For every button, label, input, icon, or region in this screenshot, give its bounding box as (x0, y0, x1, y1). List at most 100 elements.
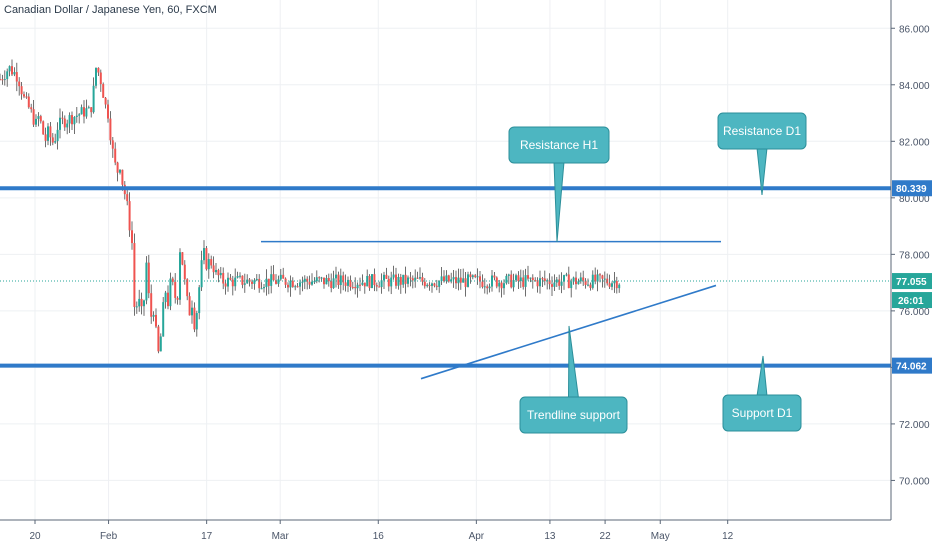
candle-body (570, 281, 573, 289)
candle-body (239, 275, 241, 277)
candle-body (174, 281, 177, 298)
candle-body (47, 126, 49, 141)
candle-body (459, 277, 462, 283)
candle-body (164, 292, 167, 303)
candle-body (155, 314, 157, 327)
candle-body (258, 278, 261, 289)
candle-body (66, 123, 69, 128)
candle-body (543, 278, 546, 282)
candle-body (515, 275, 517, 281)
candle-body (445, 275, 448, 282)
chart-title: Canadian Dollar / Japanese Yen, 60, FXCM (4, 4, 217, 16)
candle-body (133, 243, 136, 307)
candle-body (474, 275, 477, 277)
candle-body (587, 284, 589, 286)
callout-resistance-d1-box[interactable] (717, 112, 807, 150)
candle-body (512, 280, 515, 288)
candle-body (347, 279, 349, 286)
candle-body (37, 116, 40, 119)
candle-body (433, 283, 436, 286)
candle-body (227, 277, 229, 287)
candle-body (611, 283, 613, 287)
x-tick-label: Apr (469, 531, 485, 542)
candle-body (555, 279, 558, 283)
candle-body (596, 274, 599, 282)
candle-body (558, 279, 561, 286)
drawn-lines (0, 186, 891, 380)
x-tick-label: 20 (29, 531, 41, 542)
candle-body (284, 278, 287, 285)
candle-body (548, 280, 551, 285)
callout-resistance-h1-box[interactable] (508, 126, 610, 164)
callout-trendline-support-box[interactable] (519, 396, 628, 434)
candle-body (320, 277, 323, 279)
candle-body (116, 162, 119, 173)
level-badge (892, 180, 932, 197)
candle-body (75, 115, 78, 117)
x-tick-label: Feb (100, 531, 118, 542)
candle-body (351, 286, 354, 288)
candle-body (61, 117, 64, 119)
candle-body (114, 148, 117, 163)
candle-body (95, 67, 97, 86)
candle-body (8, 66, 11, 72)
candle-body (59, 117, 61, 130)
candle-body (277, 279, 280, 284)
candle-body (589, 284, 592, 288)
candle-body (54, 141, 57, 143)
candle-body (162, 302, 165, 337)
candle-body (519, 277, 522, 282)
callout-resistance-d1-label: Resistance D1 (723, 124, 801, 138)
candle-body (126, 194, 129, 202)
candle-body (3, 79, 6, 81)
candle-body (49, 126, 52, 138)
candle-body (366, 275, 369, 287)
callout-trendline-support-label: Trendline support (527, 408, 621, 422)
candle-body (279, 274, 282, 280)
candle-body (87, 107, 90, 109)
candle-body (11, 66, 13, 75)
candle-body (565, 274, 568, 276)
candle-body (188, 296, 191, 316)
candle-body (85, 108, 88, 117)
candle-body (402, 274, 405, 285)
candle-body (414, 277, 417, 281)
candle-body (563, 275, 565, 282)
x-tick-label: 12 (722, 531, 734, 542)
candle-body (90, 107, 93, 113)
candle-body (111, 140, 114, 149)
candle-body (603, 278, 606, 280)
candle-body (246, 279, 249, 284)
candle-body (272, 274, 275, 281)
candle-body (42, 121, 45, 135)
candle-body (145, 262, 148, 301)
grid (0, 0, 891, 520)
candle-body (121, 169, 124, 185)
candle-body (303, 278, 306, 282)
x-tick-label: 17 (201, 531, 213, 542)
x-tick-label: 22 (600, 531, 612, 542)
candle-body (263, 287, 265, 289)
candle-body (200, 260, 203, 288)
candle-body (387, 278, 390, 287)
candle-body (294, 286, 297, 288)
candle-body (234, 277, 237, 287)
candle-body (1, 79, 4, 81)
candle-body (97, 67, 100, 73)
candle-body (308, 281, 311, 285)
candle-body (495, 277, 498, 287)
candle-body (527, 275, 529, 279)
candle-body (599, 274, 601, 276)
candle-body (342, 275, 345, 283)
candle-body (191, 307, 193, 316)
callout-support-d1-box[interactable] (722, 394, 802, 432)
level-badge (892, 357, 932, 374)
x-axis-panel (0, 520, 932, 550)
candle-body (546, 280, 549, 282)
candle-body (618, 284, 621, 289)
candle-body (152, 314, 155, 317)
candles (0, 59, 621, 354)
candle-body (210, 259, 213, 266)
candle-body (440, 276, 443, 282)
